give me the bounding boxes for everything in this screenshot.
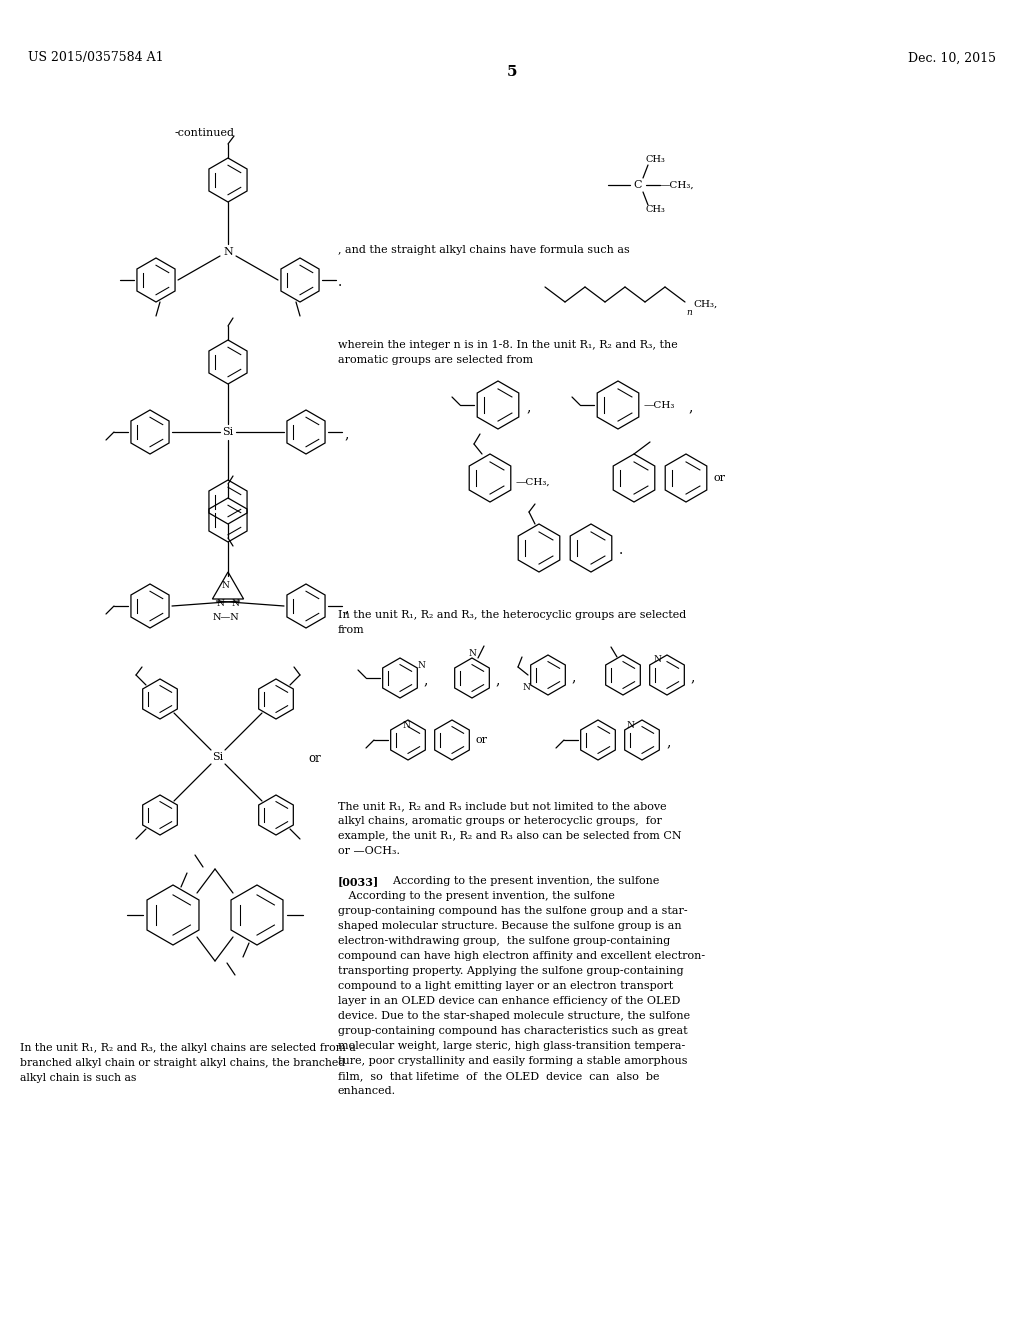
- Text: wherein the integer n is in 1-8. In the unit R₁, R₂ and R₃, the: wherein the integer n is in 1-8. In the …: [338, 341, 678, 350]
- Text: or: or: [308, 752, 321, 766]
- Text: ,: ,: [495, 673, 500, 686]
- Text: film,  so  that lifetime  of  the OLED  device  can  also  be: film, so that lifetime of the OLED devic…: [338, 1071, 659, 1081]
- Text: or: or: [714, 473, 726, 483]
- Text: .: .: [338, 275, 342, 289]
- Text: N: N: [626, 722, 634, 730]
- Text: layer in an OLED device can enhance efficiency of the OLED: layer in an OLED device can enhance effi…: [338, 997, 680, 1006]
- Text: or —OCH₃.: or —OCH₃.: [338, 846, 400, 855]
- Text: ,: ,: [690, 671, 694, 684]
- Text: Si: Si: [212, 752, 223, 762]
- Text: N: N: [653, 655, 660, 664]
- Text: ,: ,: [688, 400, 692, 414]
- Text: In the unit R₁, R₂ and R₃, the alkyl chains are selected from a: In the unit R₁, R₂ and R₃, the alkyl cha…: [20, 1043, 355, 1053]
- Text: According to the present invention, the sulfone: According to the present invention, the …: [386, 876, 659, 886]
- Text: —CH₃,: —CH₃,: [516, 478, 551, 487]
- Text: branched alkyl chain or straight alkyl chains, the branched: branched alkyl chain or straight alkyl c…: [20, 1059, 345, 1068]
- Text: , and the straight alkyl chains have formula such as: , and the straight alkyl chains have for…: [338, 246, 630, 255]
- Text: from: from: [338, 624, 365, 635]
- Text: N: N: [418, 661, 426, 671]
- Text: enhanced.: enhanced.: [338, 1086, 396, 1096]
- Text: device. Due to the star-shaped molecule structure, the sulfone: device. Due to the star-shaped molecule …: [338, 1011, 690, 1020]
- Text: molecular weight, large steric, high glass-transition tempera-: molecular weight, large steric, high gla…: [338, 1041, 685, 1051]
- Text: Si: Si: [222, 426, 233, 437]
- Text: group-containing compound has the sulfone group and a star-: group-containing compound has the sulfon…: [338, 906, 688, 916]
- Text: alkyl chain is such as: alkyl chain is such as: [20, 1073, 136, 1082]
- Text: C: C: [634, 180, 642, 190]
- Text: example, the unit R₁, R₂ and R₃ also can be selected from CN: example, the unit R₁, R₂ and R₃ also can…: [338, 832, 682, 841]
- Text: aromatic groups are selected from: aromatic groups are selected from: [338, 355, 534, 366]
- Text: compound to a light emitting layer or an electron transport: compound to a light emitting layer or an…: [338, 981, 673, 991]
- Text: or: or: [476, 735, 488, 744]
- Text: CH₃: CH₃: [646, 206, 666, 214]
- Text: N: N: [468, 648, 476, 657]
- Text: —CH₃: —CH₃: [644, 400, 676, 409]
- Text: ,: ,: [526, 400, 530, 414]
- Text: N: N: [221, 581, 229, 590]
- Text: ture, poor crystallinity and easily forming a stable amorphous: ture, poor crystallinity and easily form…: [338, 1056, 687, 1067]
- Text: N: N: [522, 682, 530, 692]
- Text: —CH₃,: —CH₃,: [660, 181, 694, 190]
- Text: ,: ,: [344, 601, 348, 615]
- Text: electron-withdrawing group,  the sulfone group-containing: electron-withdrawing group, the sulfone …: [338, 936, 671, 946]
- Text: CH₃,: CH₃,: [693, 300, 717, 309]
- Text: transporting property. Applying the sulfone group-containing: transporting property. Applying the sulf…: [338, 966, 684, 975]
- Text: N: N: [402, 722, 410, 730]
- Text: In the unit R₁, R₂ and R₃, the heterocyclic groups are selected: In the unit R₁, R₂ and R₃, the heterocyc…: [338, 610, 686, 620]
- Text: n: n: [686, 308, 692, 317]
- Text: ,: ,: [571, 671, 575, 684]
- Text: 5: 5: [507, 65, 517, 79]
- Text: Dec. 10, 2015: Dec. 10, 2015: [908, 51, 996, 65]
- Text: N: N: [223, 247, 232, 257]
- Text: US 2015/0357584 A1: US 2015/0357584 A1: [28, 51, 164, 65]
- Text: shaped molecular structure. Because the sulfone group is an: shaped molecular structure. Because the …: [338, 921, 682, 931]
- Text: .: .: [618, 543, 624, 557]
- Text: compound can have high electron affinity and excellent electron-: compound can have high electron affinity…: [338, 950, 706, 961]
- Text: ,: ,: [344, 426, 348, 441]
- Text: CH₃: CH₃: [646, 156, 666, 165]
- Text: N: N: [216, 598, 224, 607]
- Text: alkyl chains, aromatic groups or heterocyclic groups,  for: alkyl chains, aromatic groups or heteroc…: [338, 816, 662, 826]
- Text: -continued: -continued: [175, 128, 234, 139]
- Text: ,: ,: [666, 735, 671, 748]
- Text: N: N: [231, 598, 240, 607]
- Text: The unit R₁, R₂ and R₃ include but not limited to the above: The unit R₁, R₂ and R₃ include but not l…: [338, 801, 667, 810]
- Text: ,: ,: [423, 673, 427, 686]
- Text: According to the present invention, the sulfone: According to the present invention, the …: [338, 891, 614, 902]
- Text: N—N: N—N: [213, 614, 240, 623]
- Text: [0033]: [0033]: [338, 876, 379, 887]
- Text: group-containing compound has characteristics such as great: group-containing compound has characteri…: [338, 1026, 688, 1036]
